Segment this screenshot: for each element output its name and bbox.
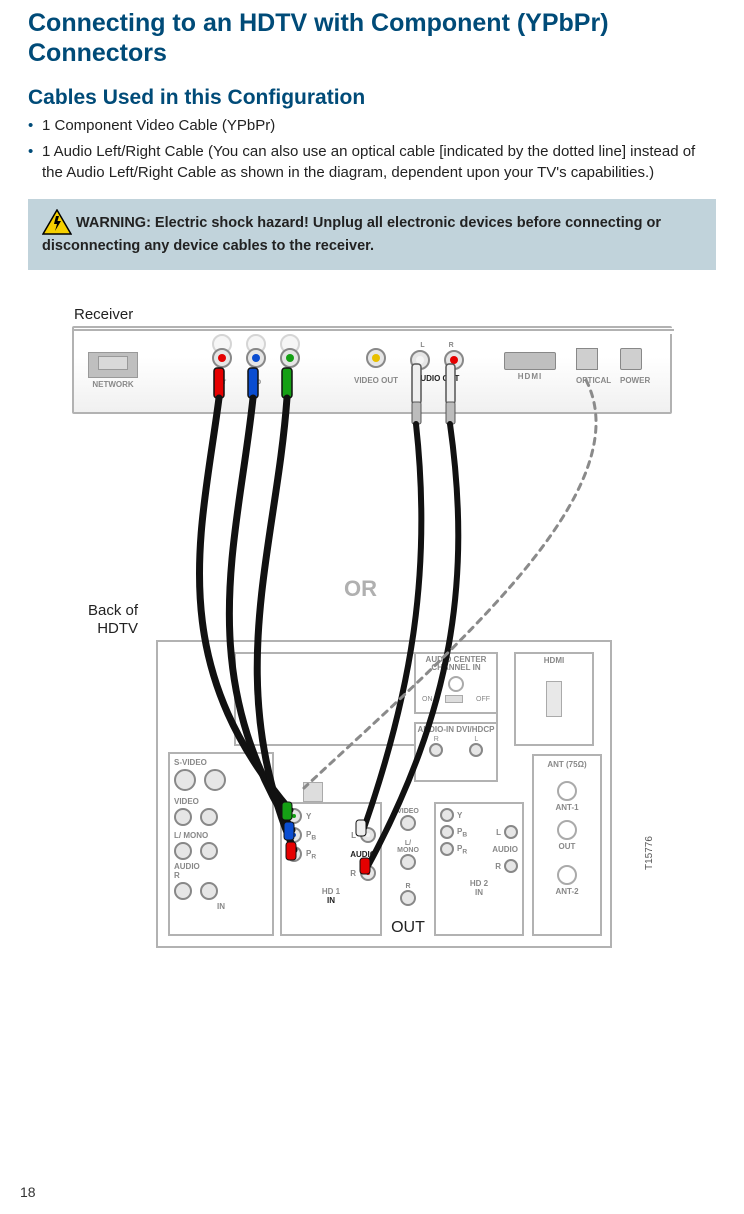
hdtv-label: Back ofHDTV [88, 602, 138, 638]
jack-audio-r [444, 350, 464, 370]
port-audio-out: LR AUDIO OUT [410, 342, 464, 383]
section-subtitle: Cables Used in this Configuration [28, 86, 716, 110]
diagram-code: T15776 [644, 836, 655, 870]
port-video-out: VIDEO OUT [354, 348, 398, 385]
page-number: 18 [20, 1184, 36, 1200]
port-optical: OPTICAL [576, 348, 611, 385]
bullet-item: 1 Component Video Cable (YPbPr) [28, 116, 716, 136]
connection-diagram: Receiver NETWORK Pr Pb Y VIDEO OUT [52, 310, 692, 950]
or-label: OR [344, 576, 377, 602]
jack-pb [246, 348, 266, 368]
jack-pr [212, 348, 232, 368]
warning-box: WARNING: Electric shock hazard! Unplug a… [28, 199, 716, 271]
receiver-label: Receiver [74, 306, 133, 323]
port-network: NETWORK [88, 352, 138, 389]
port-power: POWER [620, 348, 650, 385]
page-title: Connecting to an HDTV with Component (YP… [28, 8, 716, 68]
bullet-item: 1 Audio Left/Right Cable (You can also u… [28, 142, 716, 183]
port-hdmi: HDMI [504, 352, 556, 381]
warning-text: WARNING: Electric shock hazard! Unplug a… [42, 215, 661, 254]
jack-y [280, 348, 300, 368]
hdtv-back-panel: AUDIO CENTER CHANNEL IN ON OFF HDMI S-VI… [156, 640, 612, 948]
jack-audio-l [410, 350, 430, 370]
warning-icon [42, 209, 72, 235]
cable-list: 1 Component Video Cable (YPbPr) 1 Audio … [28, 116, 716, 183]
port-component: Pr Pb Y [212, 348, 300, 386]
receiver-back-panel: NETWORK Pr Pb Y VIDEO OUT LR AUDIO OUT [72, 326, 672, 414]
